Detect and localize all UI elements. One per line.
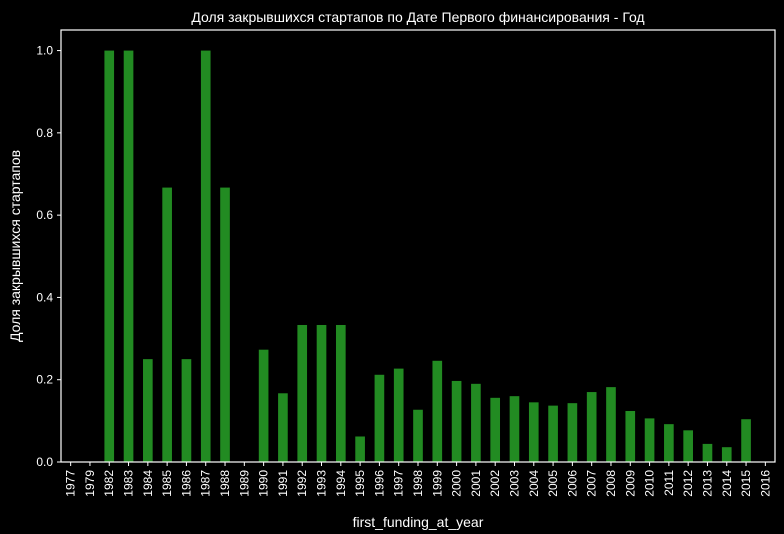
x-tick-label-1992: 1992 [295, 470, 309, 497]
bar-2003 [509, 396, 520, 462]
bar-1985 [162, 187, 172, 462]
x-tick-label-1988: 1988 [218, 470, 232, 497]
y-tick-label-0.4: 0.4 [36, 290, 53, 304]
bar-2007 [586, 392, 597, 462]
x-tick-label-2003: 2003 [507, 470, 521, 497]
x-tick-label-1996: 1996 [372, 470, 386, 497]
x-tick-label-1983: 1983 [122, 470, 136, 497]
x-tick-label-2009: 2009 [623, 470, 637, 497]
x-tick-label-2000: 2000 [450, 470, 464, 497]
bar-2012 [683, 430, 693, 462]
bar-2008 [606, 387, 616, 462]
x-tick-label-2005: 2005 [546, 470, 560, 497]
x-tick-label-1982: 1982 [102, 470, 116, 497]
bar-2013 [702, 443, 713, 462]
chart-title: Доля закрывшихся стартапов по Дате Перво… [191, 9, 644, 25]
bar-2014 [721, 447, 732, 462]
x-tick-label-2013: 2013 [700, 470, 714, 497]
x-tick-label-1994: 1994 [334, 470, 348, 497]
y-tick-label-0.0: 0.0 [36, 455, 53, 469]
bar-1996 [374, 374, 385, 462]
x-tick-label-1997: 1997 [392, 470, 406, 497]
bars-group [104, 50, 751, 462]
bar-1987 [200, 50, 211, 462]
x-axis-title: first_funding_at_year [353, 514, 484, 530]
y-tick-label-0.6: 0.6 [36, 208, 53, 222]
x-tick-label-2007: 2007 [585, 470, 599, 497]
bar-2000 [451, 380, 462, 462]
x-tick-label-2012: 2012 [681, 470, 695, 497]
bar-1988 [220, 187, 230, 462]
x-tick-label-1984: 1984 [141, 470, 155, 497]
y-tick-label-0.2: 0.2 [36, 373, 53, 387]
x-tick-label-2011: 2011 [662, 470, 676, 496]
x-tick-label-1991: 1991 [276, 470, 290, 497]
bar-2011 [664, 424, 674, 462]
bar-1998 [413, 409, 423, 462]
bar-1990 [258, 349, 269, 462]
x-tick-label-2004: 2004 [527, 470, 541, 497]
bar-2004 [528, 402, 539, 462]
x-tick-label-1989: 1989 [237, 470, 251, 497]
x-tick-label-1986: 1986 [179, 470, 193, 497]
bar-2005 [548, 405, 558, 462]
bar-2009 [625, 410, 636, 462]
y-tick-label-1.0: 1.0 [36, 44, 53, 58]
x-tick-label-1999: 1999 [430, 470, 444, 497]
x-tick-label-1990: 1990 [257, 470, 271, 497]
y-tick-label-0.8: 0.8 [36, 126, 53, 140]
plot-area-frame [60, 29, 776, 463]
bar-2015 [741, 419, 751, 462]
y-axis-title: Доля закрывшихся стартапов [7, 150, 23, 342]
x-tick-label-2006: 2006 [565, 470, 579, 497]
x-tick-label-1979: 1979 [83, 470, 97, 497]
bar-1995 [355, 436, 365, 462]
bar-1991 [278, 393, 288, 462]
bar-1986 [181, 359, 192, 462]
x-tick-label-1987: 1987 [199, 470, 213, 497]
x-tick-label-2008: 2008 [604, 470, 618, 497]
bar-1994 [335, 324, 346, 462]
x-tick-label-1993: 1993 [315, 470, 329, 497]
x-tick-label-1985: 1985 [160, 470, 174, 497]
x-tick-label-1998: 1998 [411, 470, 425, 497]
x-tick-label-2015: 2015 [739, 470, 753, 497]
x-tick-label-2001: 2001 [469, 470, 483, 497]
x-tick-label-2002: 2002 [488, 470, 502, 497]
x-axis-ticks: 1977 1979 1982 1983 1984 1985 1986 1987 1988 1989… [64, 462, 772, 497]
x-tick-label-2014: 2014 [720, 470, 734, 497]
x-tick-label-1995: 1995 [353, 470, 367, 497]
bar-1999 [432, 360, 443, 462]
bar-2002 [490, 397, 501, 462]
y-axis-ticks: 0.0 0.2 0.4 0.6 0.8 1.0 [36, 44, 61, 469]
x-tick-label-2010: 2010 [643, 470, 657, 497]
x-tick-label-1977: 1977 [64, 470, 78, 497]
bar-1983 [123, 50, 134, 462]
bar-2010 [644, 418, 655, 462]
bar-1992 [297, 324, 308, 462]
bar-1984 [143, 359, 153, 462]
bar-1993 [316, 324, 327, 462]
x-tick-label-2016: 2016 [758, 470, 772, 497]
bar-2001 [471, 383, 481, 462]
bar-1997 [393, 368, 404, 462]
bar-2006 [567, 403, 578, 462]
bar-1982 [104, 50, 115, 462]
